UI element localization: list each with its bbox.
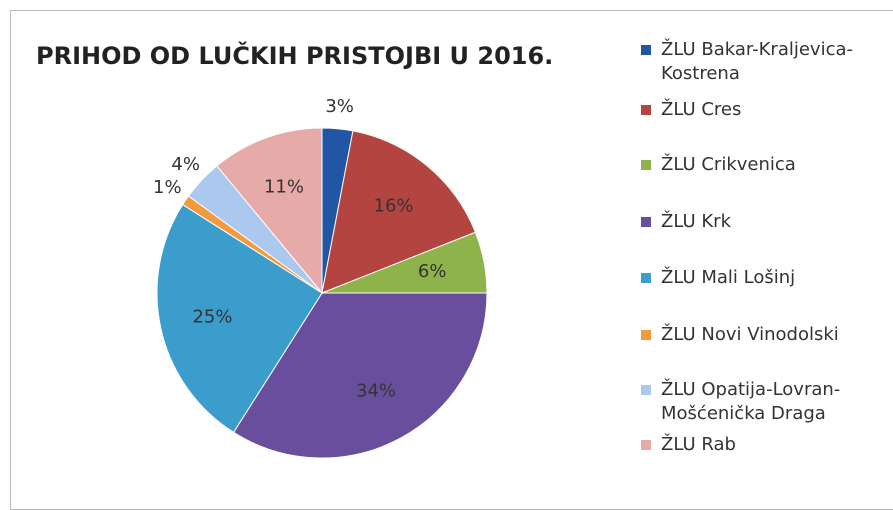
legend-item: ŽLU Crikvenica [641, 153, 891, 177]
legend-label: ŽLU Krk [661, 211, 731, 232]
legend-swatch [641, 440, 651, 450]
data-label: 4% [171, 154, 200, 175]
legend-item: ŽLU Mali Lošinj [641, 266, 891, 290]
legend-item: ŽLU Novi Vinodolski [641, 323, 891, 347]
legend-swatch [641, 385, 651, 395]
legend-swatch [641, 105, 651, 115]
data-label: 34% [356, 380, 396, 401]
legend-item: ŽLU Cres [641, 98, 891, 122]
data-label: 16% [374, 196, 414, 217]
legend-label: ŽLU Rab [661, 434, 736, 455]
legend-swatch [641, 160, 651, 170]
legend-label: ŽLU Novi Vinodolski [661, 324, 839, 345]
legend-item: ŽLU Krk [641, 210, 891, 234]
pie-slice [321, 130, 477, 294]
data-label: 11% [264, 176, 304, 197]
data-label: 3% [325, 96, 354, 117]
pie-slice [216, 127, 323, 295]
legend-item: ŽLU Bakar-Kraljevica-Kostrena [641, 38, 891, 86]
legend-swatch [641, 273, 651, 283]
chart-title: PRIHOD OD LUČKIH PRISTOJBI U 2016. [36, 42, 554, 70]
pie-slice [156, 203, 323, 434]
pie-slice [232, 292, 488, 459]
data-label: 25% [192, 306, 232, 327]
legend-swatch [641, 217, 651, 227]
legend-label: ŽLU Crikvenica [661, 154, 796, 175]
legend-item: ŽLU Rab [641, 433, 891, 457]
legend-swatch [641, 330, 651, 340]
legend-label: ŽLU Bakar-Kraljevica-Kostrena [661, 39, 854, 84]
legend-label: ŽLU Opatija-Lovran-Mošćenička Draga [661, 379, 841, 424]
legend-label: ŽLU Mali Lošinj [661, 267, 796, 288]
legend-item: ŽLU Opatija-Lovran-Mošćenička Draga [641, 378, 891, 426]
data-label: 6% [418, 261, 447, 282]
legend-swatch [641, 45, 651, 55]
data-label: 1% [153, 177, 182, 198]
legend-label: ŽLU Cres [661, 99, 742, 120]
